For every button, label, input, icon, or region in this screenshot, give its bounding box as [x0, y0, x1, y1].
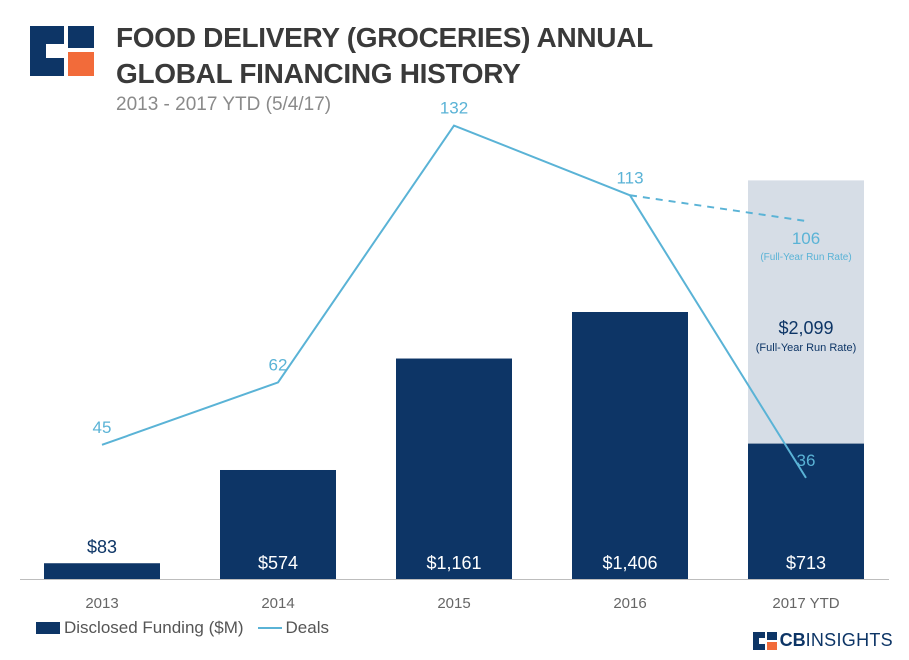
- bar-2013: [44, 563, 160, 579]
- bar-2015: [396, 358, 512, 579]
- x-tick-label: 2015: [437, 595, 470, 612]
- cbinsights-brand: CB INSIGHTS: [752, 630, 893, 651]
- deals-value-label: 62: [269, 355, 288, 374]
- funding-projection-label: $2,099: [778, 318, 833, 338]
- x-tick-label: 2016: [613, 595, 646, 612]
- bar-2017-ytd: [748, 443, 864, 579]
- deals-value-label: 45: [93, 418, 112, 437]
- legend-label-funding: Disclosed Funding ($M): [64, 618, 244, 637]
- bar-value-label: $1,161: [426, 553, 481, 573]
- bar-value-label: $574: [258, 553, 298, 573]
- bar-2016: [572, 312, 688, 579]
- deals-value-label: 113: [616, 168, 643, 187]
- deals-value-label: 36: [797, 451, 816, 470]
- bar-value-label: $1,406: [602, 553, 657, 573]
- legend: Disclosed Funding ($M) Deals: [36, 616, 329, 640]
- brand-insights-text: INSIGHTS: [805, 630, 893, 650]
- legend-label-deals: Deals: [285, 618, 329, 637]
- cb-logo-icon: [30, 26, 94, 76]
- legend-swatch-funding: [36, 622, 60, 634]
- x-tick-label: 2013: [85, 595, 118, 612]
- deals-projection-line: [629, 194, 807, 222]
- deals-line: [101, 124, 807, 479]
- legend-swatch-deals: [257, 627, 282, 629]
- cbinsights-mark-icon: [752, 631, 777, 650]
- bar-value-label: $83: [87, 537, 117, 557]
- deals-value-label: 132: [440, 99, 468, 118]
- bar-2014: [220, 469, 336, 579]
- x-tick-label: 2014: [261, 595, 294, 612]
- funding-projection-note: (Full-Year Run Rate): [756, 342, 856, 354]
- chart-subtitle: 2013 - 2017 YTD (5/4/17): [116, 94, 332, 115]
- chart-title: FOOD DELIVERY (GROCERIES) ANNUAL GLOBAL …: [116, 22, 653, 89]
- x-tick-label: 2017 YTD: [772, 595, 839, 612]
- bar-value-label: $713: [786, 553, 826, 573]
- brand-cb-text: CB: [779, 630, 806, 650]
- deals-projection-label: 106: [792, 229, 820, 248]
- deals-projection-note: (Full-Year Run Rate): [760, 252, 851, 263]
